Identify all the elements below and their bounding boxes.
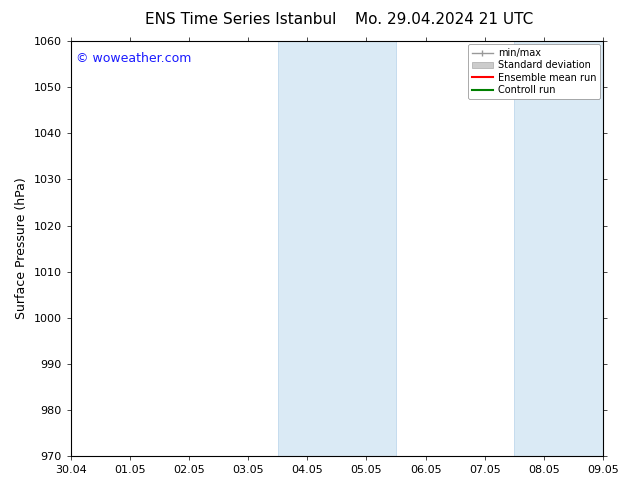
Text: ENS Time Series Istanbul: ENS Time Series Istanbul: [145, 12, 337, 27]
Y-axis label: Surface Pressure (hPa): Surface Pressure (hPa): [15, 178, 28, 319]
Bar: [514, 41, 603, 456]
Legend: min/max, Standard deviation, Ensemble mean run, Controll run: min/max, Standard deviation, Ensemble me…: [468, 44, 600, 99]
Text: Mo. 29.04.2024 21 UTC: Mo. 29.04.2024 21 UTC: [354, 12, 533, 27]
Bar: [278, 41, 396, 456]
Text: © woweather.com: © woweather.com: [76, 51, 191, 65]
